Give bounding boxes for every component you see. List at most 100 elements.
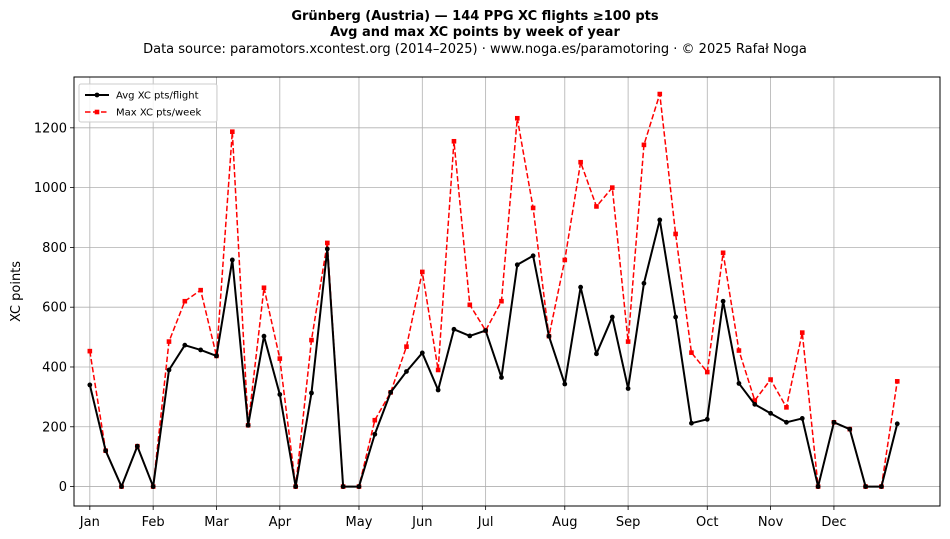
data-point: [736, 381, 742, 386]
y-tick-label: 400: [42, 360, 67, 375]
data-point: [229, 257, 235, 263]
data-point: [657, 217, 663, 223]
data-point: [546, 333, 552, 339]
data-point: [499, 298, 504, 304]
data-point: [388, 389, 394, 395]
data-point: [673, 314, 679, 320]
data-point: [657, 91, 663, 97]
x-tick-label: Jan: [79, 515, 100, 530]
data-point: [293, 484, 299, 489]
legend-marker: [94, 92, 100, 98]
data-point: [641, 142, 647, 148]
data-point: [419, 269, 425, 275]
data-point: [863, 484, 868, 489]
data-point: [625, 386, 631, 391]
y-tick-label: 0: [59, 480, 67, 495]
data-point: [530, 205, 536, 211]
data-point: [673, 231, 678, 237]
data-point: [277, 392, 283, 397]
data-point: [150, 484, 156, 489]
x-tick-label: Apr: [269, 515, 292, 530]
data-point: [609, 185, 615, 190]
data-point: [451, 326, 457, 332]
data-point: [372, 417, 378, 423]
data-point: [435, 367, 441, 373]
data-point: [562, 381, 568, 387]
legend: Avg XC pts/flight Max XC pts/week: [78, 83, 218, 123]
x-tick-label: Mar: [204, 515, 229, 530]
plot-frame: [73, 76, 941, 507]
legend-box: [78, 83, 218, 123]
data-point: [134, 443, 140, 449]
chart-title: Grünberg (Austria) — 144 PPG XC flights …: [291, 9, 659, 24]
legend-marker: [94, 109, 100, 115]
data-point: [689, 350, 694, 355]
data-point: [514, 115, 520, 121]
data-point: [324, 246, 330, 252]
data-point: [594, 204, 599, 209]
data-point: [752, 401, 758, 407]
data-point: [467, 333, 473, 339]
data-point: [182, 342, 188, 348]
data-point: [182, 298, 188, 304]
series-group: [87, 91, 900, 489]
data-point: [720, 250, 726, 256]
data-point: [784, 419, 789, 425]
x-tick-label: Dec: [821, 515, 846, 530]
series-line: [89, 93, 898, 488]
data-point: [451, 138, 457, 144]
data-point: [261, 285, 267, 291]
data-point: [483, 328, 489, 333]
data-point: [404, 344, 409, 349]
data-point: [879, 484, 884, 489]
data-point: [166, 367, 172, 373]
data-point: [530, 253, 536, 259]
data-point: [578, 284, 584, 290]
data-point: [340, 484, 346, 489]
legend-label: Avg XC pts/flight: [116, 91, 199, 102]
chart-title-block: Grünberg (Austria) — 144 PPG XC flights …: [0, 9, 950, 58]
chart-subtitle: Avg and max XC points by week of year: [330, 25, 620, 40]
data-point: [309, 337, 314, 343]
x-tick-label: May: [346, 515, 373, 530]
data-point: [87, 382, 93, 388]
data-point: [467, 302, 473, 308]
data-point: [831, 419, 837, 425]
data-point: [198, 347, 204, 353]
data-point: [214, 353, 219, 359]
data-point: [768, 410, 773, 416]
data-point: [799, 416, 805, 421]
data-point: [419, 350, 425, 356]
data-point: [609, 314, 615, 320]
x-tick-label: Jun: [411, 515, 432, 530]
y-axis-ticks: 0 200 400 600 800 1000 1200: [34, 121, 74, 495]
data-point: [372, 431, 378, 437]
data-point: [261, 333, 267, 339]
series-line: [88, 218, 899, 488]
data-point: [404, 369, 409, 374]
data-point: [198, 287, 203, 293]
data-point: [704, 369, 710, 375]
data-point: [562, 257, 568, 263]
data-point: [578, 159, 583, 165]
data-point: [356, 484, 362, 489]
data-point: [894, 421, 900, 427]
data-point: [784, 405, 789, 410]
x-axis-ticks: Jan Feb Mar Apr May Jun Jul Aug Sep Oct Nov Dec: [79, 506, 847, 530]
data-point: [736, 348, 742, 353]
grid-lines: [74, 77, 940, 506]
data-point: [799, 330, 805, 335]
x-tick-label: Feb: [142, 515, 165, 530]
data-point: [894, 379, 900, 384]
data-point: [625, 339, 631, 344]
y-tick-label: 1000: [34, 181, 67, 196]
data-point: [641, 280, 647, 286]
data-point: [594, 351, 599, 357]
data-source-note: Data source: paramotors.xcontest.org (20…: [143, 42, 807, 57]
y-tick-label: 1200: [34, 121, 67, 136]
x-tick-label: Sep: [616, 515, 641, 530]
data-point: [87, 348, 93, 354]
data-point: [815, 484, 821, 489]
data-point: [309, 390, 314, 396]
